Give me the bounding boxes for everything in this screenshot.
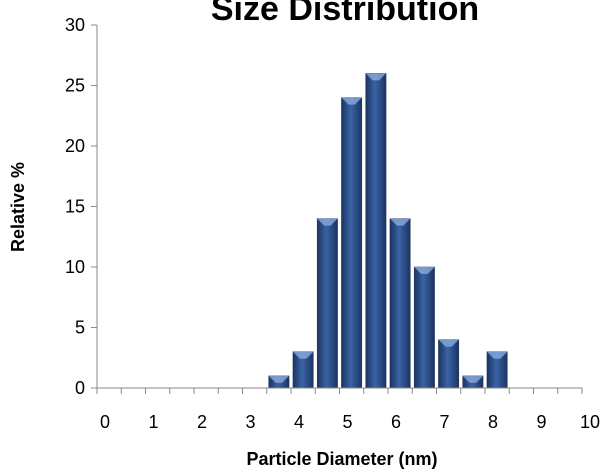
x-tick-label: 1	[148, 412, 158, 432]
y-tick-label: 15	[65, 197, 85, 217]
bar	[486, 351, 508, 389]
bar	[413, 266, 435, 389]
bar-bevel	[317, 218, 338, 226]
bar	[438, 339, 460, 389]
chart-title: Size Distribution	[211, 0, 479, 28]
y-axis-label: Relative %	[8, 162, 28, 252]
bar-body	[438, 339, 460, 389]
x-tick-label: 0	[100, 412, 110, 432]
bar-body	[341, 97, 363, 389]
bar-bevel	[292, 351, 314, 359]
y-tick-label: 30	[65, 15, 85, 35]
x-tick-label: 6	[391, 412, 401, 432]
x-tick-label: 7	[439, 412, 449, 432]
bar-body	[389, 218, 411, 389]
bars	[268, 73, 508, 389]
y-tick-label: 25	[65, 76, 85, 96]
bar-body	[316, 218, 338, 389]
bar-body	[365, 73, 387, 389]
x-tick-label: 2	[197, 412, 207, 432]
x-tick-label: 9	[536, 412, 546, 432]
bar	[462, 375, 484, 389]
bar-bevel	[389, 218, 411, 226]
x-tick-label: 8	[488, 412, 498, 432]
y-tick-label: 10	[65, 257, 85, 277]
bar-body	[413, 266, 435, 389]
bar	[316, 218, 338, 389]
bar-bevel	[341, 97, 362, 105]
bar-bevel	[414, 267, 435, 274]
y-tick-label: 0	[75, 378, 85, 398]
bar	[389, 218, 411, 389]
bar	[341, 97, 363, 389]
bar-bevel	[438, 339, 459, 347]
bar-bevel	[268, 375, 290, 383]
y-tick-label: 20	[65, 136, 85, 156]
x-tick-label: 3	[245, 412, 255, 432]
x-axis-label: Particle Diameter (nm)	[246, 449, 437, 469]
x-tick-label: 4	[294, 412, 304, 432]
y-tick-label: 5	[75, 318, 85, 338]
bar-bevel	[365, 73, 387, 81]
y-ticks: 0 5 10 15 20 25 30	[65, 15, 97, 398]
bar-bevel	[462, 375, 484, 383]
x-tick-label: 10	[580, 412, 600, 432]
bar-bevel	[486, 351, 508, 359]
bar	[268, 375, 290, 389]
x-tick-label: 5	[342, 412, 352, 432]
x-ticks: 0 1 2 3 4 5 6 7 8 9 10	[96, 388, 600, 432]
bar	[365, 73, 387, 389]
bar	[292, 351, 314, 389]
